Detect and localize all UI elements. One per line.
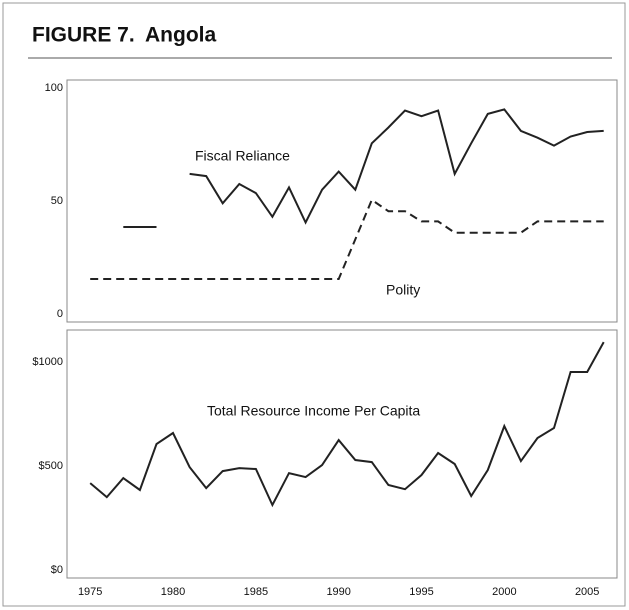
y-tick-label: 50 <box>51 195 63 207</box>
x-tick-label: 1980 <box>161 586 185 598</box>
x-tick-label: 2005 <box>575 586 599 598</box>
x-tick-label: 1990 <box>326 586 350 598</box>
series-label: Polity <box>386 282 420 298</box>
plot-frame <box>66 79 618 323</box>
y-tick-label: $0 <box>51 564 63 576</box>
x-tick-label: 2000 <box>492 586 516 598</box>
figure-title: Angola <box>145 24 216 47</box>
y-tick-label: $500 <box>39 460 63 472</box>
series-line <box>90 198 604 280</box>
x-tick-label: 1995 <box>409 586 433 598</box>
series-line <box>89 341 605 508</box>
figure-label: FIGURE 7. <box>32 24 135 47</box>
series-label: Fiscal Reliance <box>195 148 290 164</box>
series-label: Total Resource Income Per Capita <box>207 403 420 419</box>
plot-frame <box>66 329 618 579</box>
x-tick-label: 1975 <box>78 586 102 598</box>
series-line <box>123 108 604 228</box>
x-tick-label: 1985 <box>244 586 268 598</box>
y-tick-label: 100 <box>45 82 63 94</box>
y-tick-label: 0 <box>57 308 63 320</box>
y-tick-label: $1000 <box>32 356 63 368</box>
